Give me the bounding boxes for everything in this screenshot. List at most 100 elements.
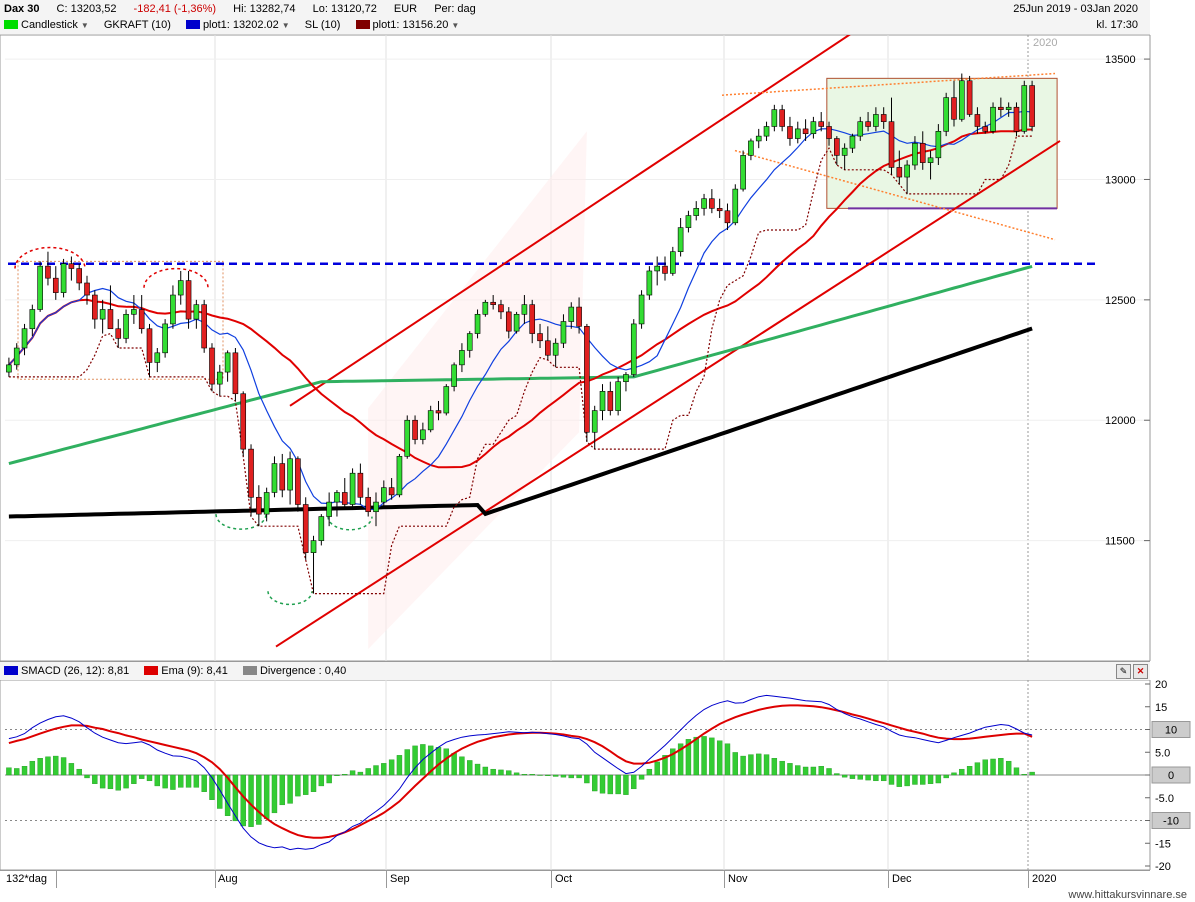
candle bbox=[13, 343, 20, 370]
candle bbox=[92, 290, 98, 329]
candle-body bbox=[576, 306, 582, 327]
month-label: Nov bbox=[728, 873, 748, 885]
candle-body bbox=[287, 458, 293, 491]
divergence-bar bbox=[435, 747, 442, 776]
macd-tick-label: 20 bbox=[1155, 680, 1167, 691]
candle-body bbox=[256, 496, 262, 515]
divergence-bar bbox=[990, 758, 996, 776]
candle-body bbox=[709, 198, 715, 209]
candle-body bbox=[92, 294, 98, 320]
candle bbox=[248, 444, 254, 517]
candle bbox=[99, 299, 106, 334]
price-axis[interactable]: 11500 12000 12500 13000 13500 bbox=[1105, 54, 1150, 548]
candle-body bbox=[748, 140, 754, 156]
candle bbox=[185, 270, 192, 329]
divergence-bar bbox=[162, 774, 168, 789]
candle-body bbox=[13, 347, 20, 366]
candle bbox=[623, 372, 629, 392]
candle bbox=[310, 535, 317, 594]
candle-body bbox=[412, 419, 418, 440]
divergence-bar bbox=[795, 765, 801, 776]
candle-body bbox=[896, 167, 903, 178]
axis-separator bbox=[551, 871, 552, 888]
legend-label: Divergence : 0,40 bbox=[259, 665, 347, 677]
candle bbox=[349, 468, 356, 507]
candle-body bbox=[232, 352, 239, 395]
candle bbox=[615, 376, 621, 416]
candle-body bbox=[341, 492, 348, 505]
candle-body bbox=[498, 304, 504, 313]
divergence-bar bbox=[920, 774, 926, 785]
chevron-down-icon[interactable]: ▼ bbox=[80, 21, 89, 30]
candle-body bbox=[201, 304, 207, 349]
candle bbox=[287, 451, 293, 505]
divergence-bar bbox=[84, 774, 90, 779]
candle bbox=[974, 107, 981, 134]
footer-credit[interactable]: www.hittakursvinnare.se bbox=[1068, 889, 1187, 901]
candle bbox=[834, 136, 840, 166]
wrench-icon[interactable]: ✎ bbox=[1116, 664, 1131, 679]
price-chart[interactable]: 11500 12000 12500 13000 13500 2020 bbox=[0, 35, 1195, 661]
candle bbox=[990, 102, 996, 134]
candle-body bbox=[1013, 106, 1020, 132]
legend-candlestick[interactable]: Candlestick ▼ bbox=[4, 19, 89, 31]
candle bbox=[888, 97, 895, 175]
divergence-bar bbox=[99, 774, 106, 789]
legend-divergence[interactable]: Divergence : 0,40 bbox=[242, 665, 347, 677]
chevron-down-icon[interactable]: ▼ bbox=[281, 21, 290, 30]
candle-body bbox=[388, 487, 395, 496]
candle bbox=[740, 150, 746, 192]
divergence-bar bbox=[756, 753, 762, 776]
dotted-arc bbox=[215, 514, 267, 530]
legend-swatch bbox=[242, 666, 257, 675]
legend-plot1-maroon[interactable]: plot1: 13156.20 ▼ bbox=[355, 19, 460, 31]
candle bbox=[521, 295, 528, 324]
divergence-bar bbox=[896, 774, 903, 787]
candle-body bbox=[513, 313, 520, 332]
legend-ema[interactable]: Ema (9): 8,41 bbox=[144, 665, 228, 677]
bar-count-label[interactable]: 132*dag bbox=[6, 873, 47, 885]
candle-body bbox=[76, 268, 83, 284]
macd-level-label: 0 bbox=[1168, 770, 1174, 782]
candle bbox=[107, 285, 114, 330]
candle-body bbox=[334, 492, 340, 503]
legend-gkraft[interactable]: GKRAFT (10) bbox=[104, 19, 171, 31]
candle-body bbox=[193, 304, 200, 320]
divergence-bar bbox=[76, 768, 82, 776]
candle bbox=[935, 124, 942, 166]
candle bbox=[943, 92, 949, 137]
legend-smacd[interactable]: SMACD (26, 12): 8,81 bbox=[4, 665, 129, 677]
candle bbox=[1013, 102, 1020, 137]
candle-body bbox=[998, 106, 1004, 110]
legend-swatch bbox=[4, 666, 18, 675]
legend-sl[interactable]: SL (10) bbox=[305, 19, 341, 31]
divergence-bar bbox=[498, 769, 504, 776]
divergence-bar bbox=[154, 774, 161, 787]
candle-body bbox=[6, 364, 12, 373]
divergence-bar bbox=[459, 756, 465, 776]
chevron-down-icon[interactable]: ▼ bbox=[451, 21, 460, 30]
candle bbox=[365, 487, 371, 517]
candle-body bbox=[787, 126, 793, 139]
candle bbox=[880, 107, 887, 129]
divergence-bar bbox=[21, 766, 28, 776]
divergence-bar bbox=[115, 774, 121, 791]
divergence-bar bbox=[474, 763, 481, 776]
candle bbox=[115, 319, 122, 348]
candle-body bbox=[310, 540, 317, 553]
divergence-bar bbox=[1005, 760, 1012, 776]
legend-plot1-blue[interactable]: plot1: 13202.02 ▼ bbox=[185, 19, 290, 31]
candle-body bbox=[60, 263, 67, 293]
close-icon[interactable]: ✕ bbox=[1133, 664, 1148, 679]
candle-body bbox=[638, 294, 645, 325]
candle bbox=[529, 299, 536, 344]
divergence-bar bbox=[638, 774, 645, 780]
divergence-bar bbox=[131, 774, 137, 784]
candle-body bbox=[131, 309, 137, 315]
candle bbox=[224, 350, 231, 382]
candle bbox=[677, 217, 684, 257]
candle bbox=[388, 478, 395, 500]
candle-body bbox=[271, 463, 278, 493]
